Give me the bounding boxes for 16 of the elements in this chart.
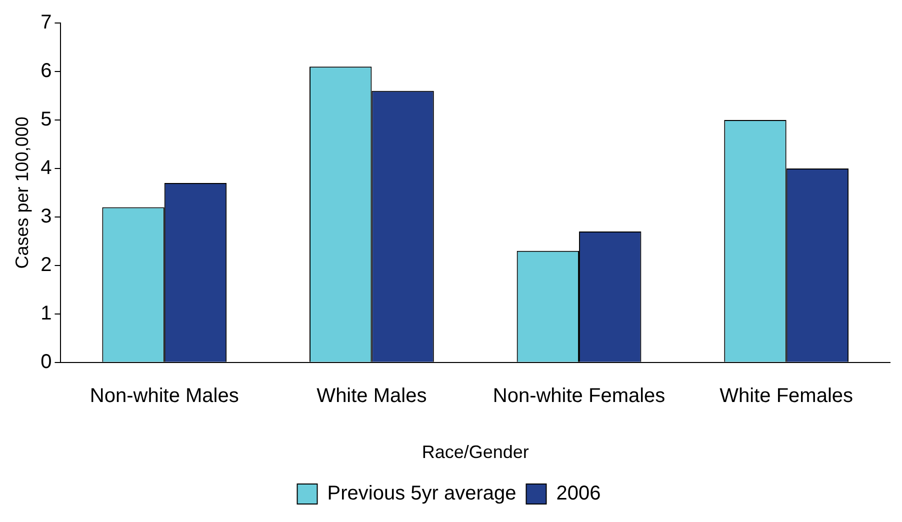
y-tick-label: 3 — [40, 205, 52, 228]
y-axis-title: Cases per 100,000 — [12, 116, 32, 269]
y-tick-label: 1 — [40, 302, 52, 324]
y-tick-label: 7 — [40, 12, 52, 34]
y-tick-label: 0 — [40, 350, 52, 373]
y-tick-label: 4 — [40, 156, 52, 179]
y-tick-label: 5 — [40, 108, 52, 130]
x-axis-title: Race/Gender — [422, 442, 529, 462]
y-tick-label: 6 — [40, 60, 52, 82]
legend-label: Previous 5yr average — [327, 482, 516, 505]
x-tick-label: Non-white Females — [492, 384, 666, 407]
x-tick-label: White Males — [316, 384, 427, 407]
x-tick-label: Non-white Males — [90, 384, 239, 407]
legend-label: 2006 — [556, 482, 601, 505]
x-tick-label: White Females — [720, 384, 854, 407]
y-tick-label: 2 — [40, 254, 52, 276]
